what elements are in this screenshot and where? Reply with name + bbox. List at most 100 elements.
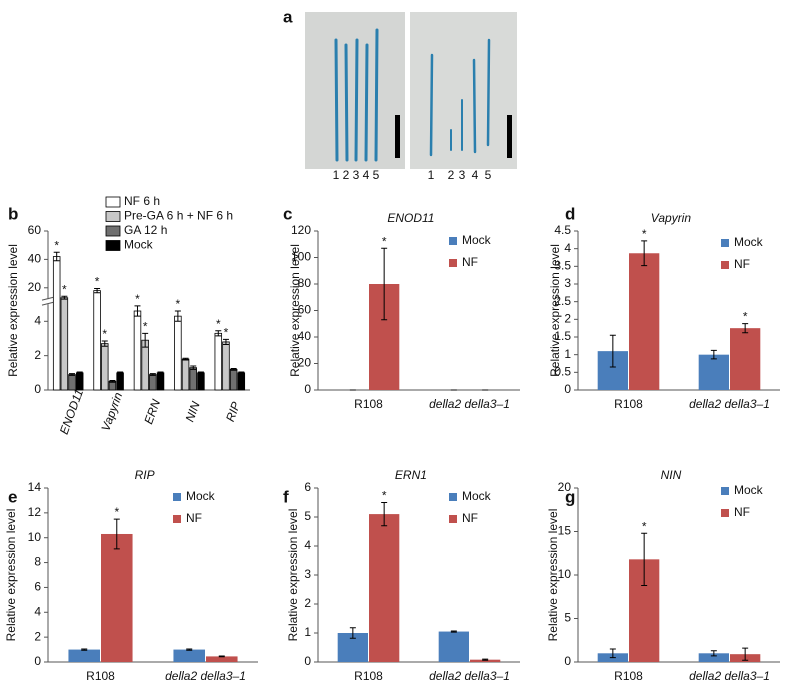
- y-axis-label: Relative expression level: [286, 509, 300, 642]
- legend-label: Pre-GA 6 h + NF 6 h: [124, 209, 233, 223]
- y-tick-label: 120: [291, 223, 311, 237]
- y-tick-label: 1: [564, 347, 571, 361]
- error-bar: [742, 647, 749, 661]
- axis-break: [42, 299, 54, 305]
- y-tick-label: 2: [564, 312, 571, 326]
- error-bar: [710, 349, 717, 360]
- photo: [305, 12, 517, 169]
- significance-mark: *: [114, 505, 119, 519]
- legend-swatch: [105, 211, 121, 222]
- significance-mark: *: [143, 320, 148, 334]
- y-tick-label: 40: [298, 329, 312, 343]
- y-tick-label: 8: [34, 555, 41, 569]
- panel-label: e: [8, 487, 17, 506]
- y-tick-label: 2: [34, 348, 41, 362]
- y-tick-label: 60: [298, 303, 312, 317]
- error-bar: [482, 658, 489, 661]
- bar: [174, 315, 182, 391]
- legend-label: NF 6 h: [124, 194, 160, 208]
- y-tick-label: 1.5: [554, 329, 571, 343]
- bar: [206, 656, 238, 662]
- lane-number: 1: [333, 168, 340, 182]
- error-bar: [174, 310, 181, 322]
- bar: [197, 372, 205, 391]
- y-tick-label: 0: [564, 654, 571, 668]
- error-bar: [381, 502, 388, 527]
- legend-label: Mock: [462, 233, 492, 247]
- axis-break: [41, 301, 55, 306]
- chart-title: ENOD11: [387, 211, 434, 225]
- root-stains: [334, 28, 491, 162]
- y-tick-label: 100: [291, 250, 311, 264]
- significance-mark: *: [102, 327, 107, 341]
- y-tick-label: 3: [564, 276, 571, 290]
- legend-label: NF: [462, 511, 478, 525]
- x-tick-label: ENOD11: [57, 387, 86, 436]
- bar: [68, 374, 76, 391]
- error-bar: [117, 371, 124, 375]
- y-tick-label: 0: [564, 382, 571, 396]
- panel-label: d: [565, 204, 575, 223]
- error-bar: [142, 332, 149, 348]
- y-tick-label: 5: [304, 509, 311, 523]
- y-tick-label: 0: [34, 382, 41, 396]
- significance-mark: *: [54, 238, 59, 252]
- bar: [189, 367, 197, 391]
- y-axis-label: Relative expression level: [548, 244, 562, 377]
- legend-label: NF: [186, 511, 202, 525]
- x-tick-label: RIP: [223, 400, 243, 424]
- y-tick-label: 60: [28, 223, 42, 237]
- significance-mark: *: [135, 292, 140, 306]
- x-tick-label: della2 della3–1: [165, 669, 246, 683]
- y-axis-label: Relative expression level: [4, 509, 18, 642]
- y-tick-label: 4: [304, 538, 311, 552]
- x-tick-label: R108: [614, 669, 643, 683]
- error-bar: [190, 365, 197, 370]
- panel-label: f: [283, 487, 289, 506]
- bar: [93, 290, 101, 391]
- y-tick-label: 2.5: [554, 294, 571, 308]
- x-tick-label: R108: [614, 397, 643, 411]
- y-tick-label: 3.5: [554, 259, 571, 273]
- legend-label: Mock: [124, 238, 154, 252]
- x-tick-label: R108: [354, 669, 383, 683]
- significance-mark: *: [642, 519, 647, 533]
- error-bar: [61, 295, 68, 300]
- chart-title: NIN: [661, 468, 682, 482]
- legend-swatch: [721, 487, 729, 495]
- error-bar: [76, 371, 83, 375]
- error-bar: [230, 368, 237, 371]
- error-bar: [113, 518, 120, 550]
- chart: e RIP Relative expression level 0 2 4 6 8 10 12 14…: [4, 468, 258, 683]
- error-bar: [94, 287, 101, 294]
- chart-title: RIP: [135, 468, 155, 482]
- lane-number: 1: [428, 168, 435, 182]
- x-tick-label: della2 della3–1: [429, 397, 510, 411]
- y-tick-label: 0: [34, 654, 41, 668]
- legend-swatch: [721, 239, 729, 247]
- error-bar: [157, 371, 164, 375]
- bar: [101, 533, 133, 662]
- bar: [173, 649, 205, 662]
- y-tick-label: 2: [34, 629, 41, 643]
- bar: [149, 374, 157, 391]
- bar: [222, 341, 230, 391]
- y-tick-label: 12: [28, 505, 42, 519]
- legend-swatch: [721, 261, 729, 269]
- significance-mark: *: [176, 297, 181, 311]
- legend-swatch: [449, 493, 457, 501]
- y-tick-label: 0: [304, 382, 311, 396]
- error-bar: [182, 357, 189, 361]
- error-bar: [381, 247, 388, 321]
- y-axis-label: Relative expression level: [546, 509, 560, 642]
- error-bar: [134, 305, 141, 317]
- bar: [629, 253, 660, 390]
- legend-label: Mock: [462, 489, 492, 503]
- error-bar: [149, 373, 156, 376]
- lane-number: 5: [373, 168, 380, 182]
- error-bar: [222, 338, 229, 345]
- chart-title: Vapyrin: [651, 211, 692, 225]
- significance-mark: *: [743, 310, 748, 324]
